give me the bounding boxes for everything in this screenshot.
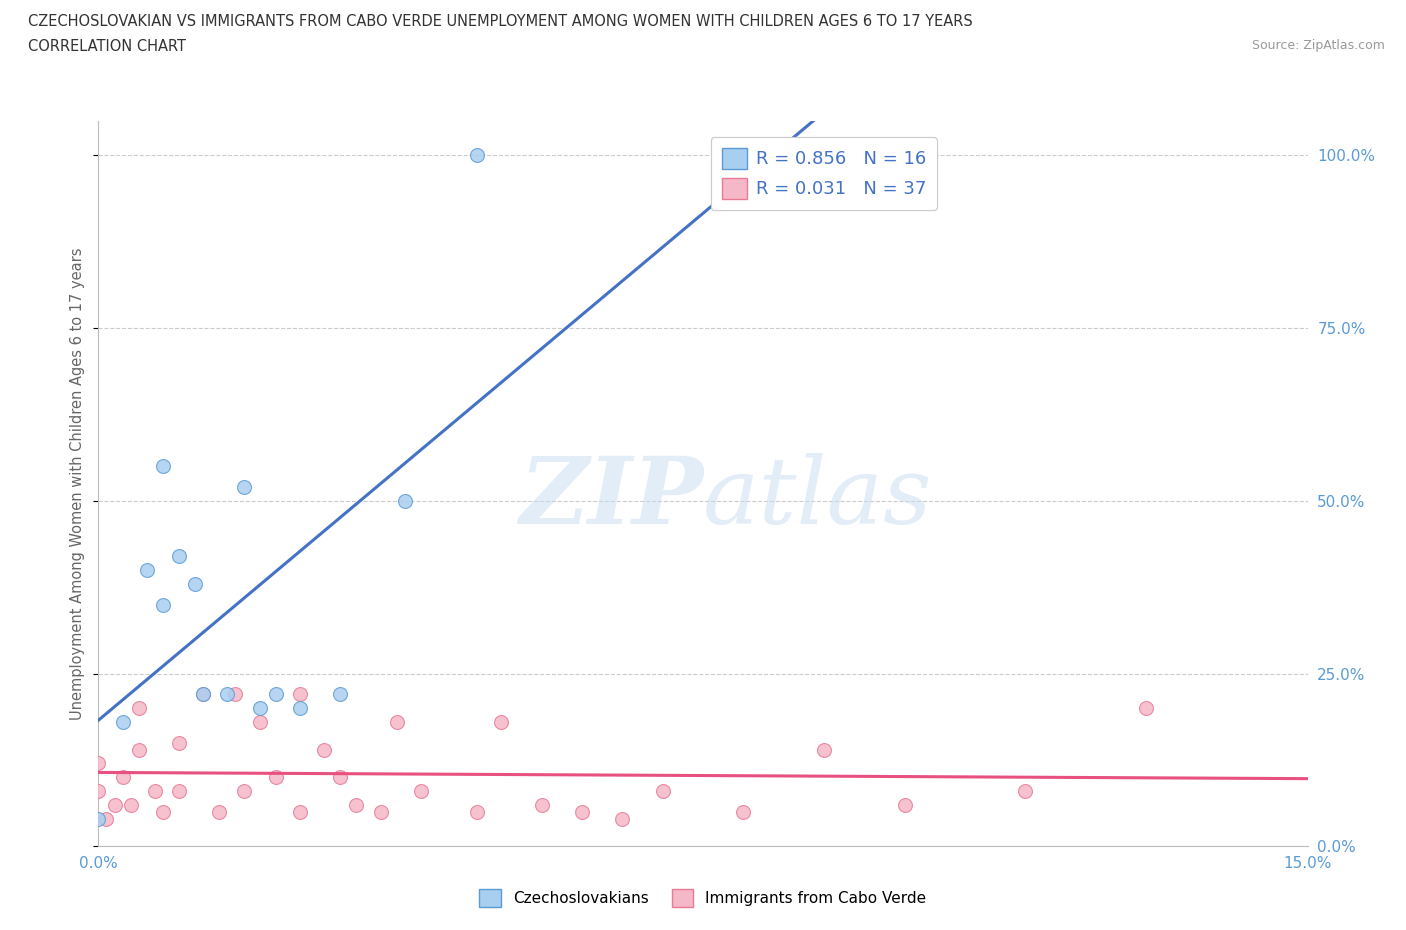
Point: [217, 687, 239, 702]
Point: [208, 804, 231, 819]
Text: CORRELATION CHART: CORRELATION CHART: [28, 39, 186, 54]
Point: [135, 563, 157, 578]
Point: [329, 687, 352, 702]
Point: [87, 756, 110, 771]
Point: [152, 458, 174, 473]
Point: [314, 742, 336, 757]
Point: [249, 700, 271, 715]
Point: [224, 687, 246, 702]
Point: [1135, 700, 1157, 715]
Point: [152, 804, 174, 819]
Point: [394, 494, 416, 509]
Text: CZECHOSLOVAKIAN VS IMMIGRANTS FROM CABO VERDE UNEMPLOYMENT AMONG WOMEN WITH CHIL: CZECHOSLOVAKIAN VS IMMIGRANTS FROM CABO …: [28, 14, 973, 29]
Point: [612, 811, 634, 826]
Point: [288, 700, 311, 715]
Point: [96, 811, 118, 826]
Point: [264, 770, 287, 785]
Point: [143, 784, 166, 799]
Point: [370, 804, 392, 819]
Point: [167, 784, 190, 799]
Point: [465, 148, 488, 163]
Point: [87, 811, 110, 826]
Text: atlas: atlas: [703, 453, 932, 543]
Legend: R = 0.856   N = 16, R = 0.031   N = 37: R = 0.856 N = 16, R = 0.031 N = 37: [711, 138, 936, 209]
Point: [344, 797, 367, 812]
Point: [87, 784, 110, 799]
Point: [651, 784, 673, 799]
Point: [232, 480, 254, 495]
Point: [893, 797, 915, 812]
Point: [103, 797, 125, 812]
Point: [733, 804, 755, 819]
Y-axis label: Unemployment Among Women with Children Ages 6 to 17 years: Unemployment Among Women with Children A…: [70, 247, 86, 720]
Point: [264, 687, 287, 702]
Point: [813, 742, 835, 757]
Point: [193, 687, 215, 702]
Point: [288, 687, 311, 702]
Point: [167, 736, 190, 751]
Point: [111, 770, 134, 785]
Point: [111, 714, 134, 729]
Point: [232, 784, 254, 799]
Legend: Czechoslovakians, Immigrants from Cabo Verde: Czechoslovakians, Immigrants from Cabo V…: [474, 884, 932, 913]
Point: [288, 804, 311, 819]
Point: [1014, 784, 1036, 799]
Point: [491, 714, 513, 729]
Text: Source: ZipAtlas.com: Source: ZipAtlas.com: [1251, 39, 1385, 52]
Point: [193, 687, 215, 702]
Point: [120, 797, 142, 812]
Point: [385, 714, 408, 729]
Point: [167, 549, 190, 564]
Point: [249, 714, 271, 729]
Text: ZIP: ZIP: [519, 453, 703, 543]
Point: [128, 700, 150, 715]
Point: [184, 577, 207, 591]
Point: [465, 804, 488, 819]
Point: [571, 804, 593, 819]
Point: [329, 770, 352, 785]
Point: [152, 597, 174, 612]
Point: [409, 784, 432, 799]
Point: [530, 797, 553, 812]
Point: [128, 742, 150, 757]
